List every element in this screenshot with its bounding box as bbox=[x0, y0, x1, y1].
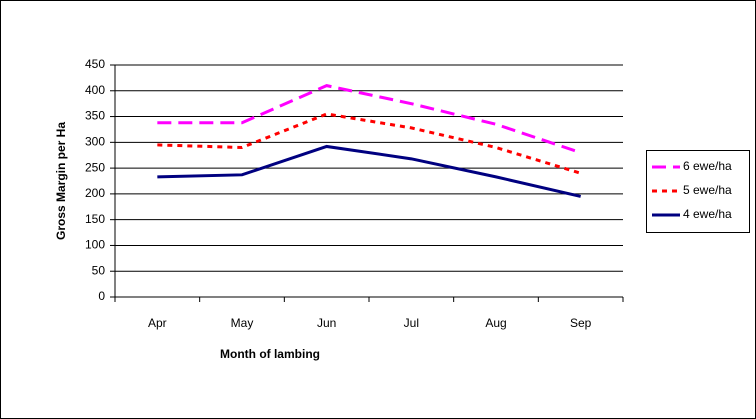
x-tick-label: Jul bbox=[404, 316, 419, 330]
y-tick-label: 200 bbox=[85, 186, 105, 200]
legend-label: 4 ewe/ha bbox=[683, 207, 732, 221]
x-tick-label: May bbox=[231, 316, 254, 330]
y-tick-label: 300 bbox=[85, 135, 105, 149]
y-tick-label: 50 bbox=[92, 263, 106, 277]
y-tick-label: 450 bbox=[85, 57, 105, 71]
y-tick-label: 250 bbox=[85, 160, 105, 174]
x-tick-label: Jun bbox=[317, 316, 336, 330]
x-axis-title: Month of lambing bbox=[220, 347, 320, 361]
y-tick-label: 100 bbox=[85, 238, 105, 252]
y-tick-label: 150 bbox=[85, 212, 105, 226]
y-tick-label: 350 bbox=[85, 109, 105, 123]
legend-label: 6 ewe/ha bbox=[683, 159, 732, 173]
legend-label: 5 ewe/ha bbox=[683, 183, 732, 197]
x-tick-label: Sep bbox=[570, 316, 592, 330]
series-line bbox=[157, 84, 582, 155]
y-tick-label: 0 bbox=[98, 289, 105, 303]
y-axis-title: Gross Margin per Ha bbox=[54, 122, 68, 240]
x-tick-label: Aug bbox=[485, 316, 506, 330]
series-line bbox=[157, 144, 582, 198]
series-line bbox=[157, 112, 582, 175]
x-tick-label: Apr bbox=[148, 316, 167, 330]
y-tick-label: 400 bbox=[85, 83, 105, 97]
